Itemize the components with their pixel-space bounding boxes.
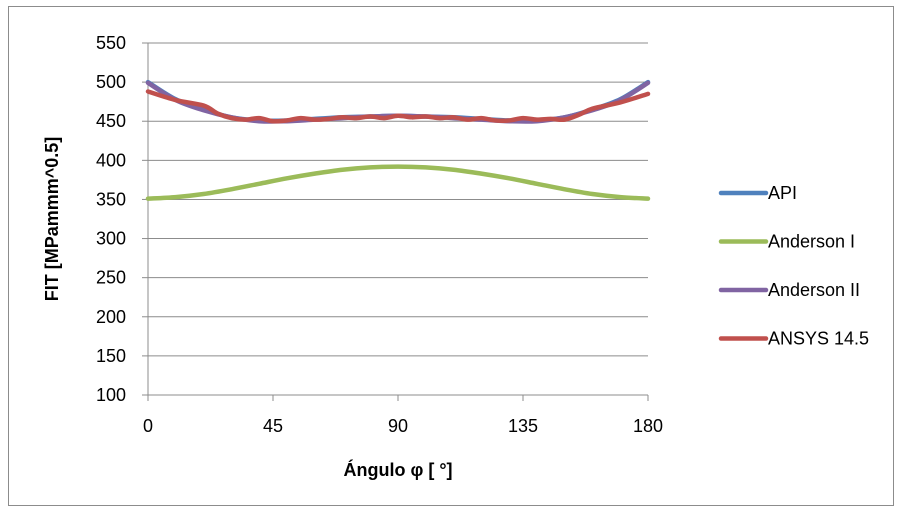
- x-tick-label: 45: [263, 416, 283, 436]
- legend-label-anderson-i: Anderson I: [768, 232, 855, 252]
- y-tick-label: 200: [96, 307, 126, 327]
- x-tick-label: 135: [508, 416, 538, 436]
- x-axis-title: Ángulo φ [ °]: [343, 459, 452, 480]
- y-axis-title: FIT [MPammm^0.5]: [42, 137, 62, 302]
- y-tick-label: 250: [96, 268, 126, 288]
- x-tick-label: 0: [143, 416, 153, 436]
- y-tick-label: 350: [96, 189, 126, 209]
- y-tick-label: 300: [96, 229, 126, 249]
- y-tick-label: 150: [96, 346, 126, 366]
- series-lines: [145, 79, 651, 201]
- y-tick-label: 450: [96, 111, 126, 131]
- y-tick-label: 400: [96, 150, 126, 170]
- axes: [142, 42, 649, 401]
- y-tick-labels: 100 150 200 250 300 350 400 450 500 550: [96, 33, 126, 405]
- series-line-anderson-i: [145, 164, 651, 201]
- x-tick-label: 180: [633, 416, 663, 436]
- series-line-ansys-14-5: [145, 89, 651, 124]
- legend-label-anderson-ii: Anderson II: [768, 280, 860, 300]
- gridlines: [148, 42, 648, 357]
- y-tick-label: 500: [96, 72, 126, 92]
- x-tick-labels: 0 45 90 135 180: [143, 416, 663, 436]
- legend-label-ansys-14-5: ANSYS 14.5: [768, 329, 869, 349]
- y-tick-label: 550: [96, 33, 126, 53]
- legend-label-api: API: [768, 183, 797, 203]
- x-tick-label: 90: [388, 416, 408, 436]
- legend: API Anderson I Anderson II ANSYS 14.5: [718, 183, 869, 349]
- y-tick-label: 100: [96, 385, 126, 405]
